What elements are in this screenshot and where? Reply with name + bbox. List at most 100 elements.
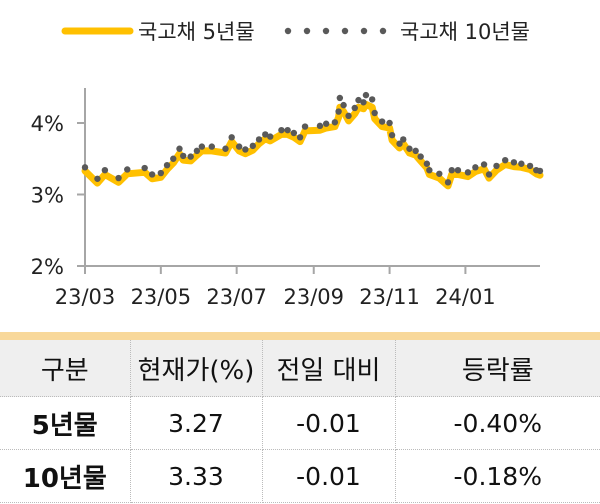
series-point-10y xyxy=(518,160,525,167)
x-tick-label: 23/07 xyxy=(206,285,267,309)
table-row: 10년물 3.33 -0.01 -0.18% xyxy=(0,449,600,503)
series-point-10y xyxy=(163,161,171,169)
header-rate: 등락률 xyxy=(395,340,600,397)
series-point-10y xyxy=(355,96,362,104)
series-point-10y xyxy=(141,164,148,172)
cell-price: 3.33 xyxy=(130,449,263,503)
series-point-10y xyxy=(296,134,304,141)
series-point-10y xyxy=(444,179,452,186)
series-point-10y xyxy=(170,155,177,162)
row-label: 10년물 xyxy=(0,449,131,503)
legend-swatch-10y xyxy=(284,27,387,35)
table-header-row: 구분 현재가(%) 전일 대비 등락률 xyxy=(0,340,600,397)
series-point-10y xyxy=(493,162,500,170)
series-point-10y xyxy=(336,94,344,102)
series-point-10y xyxy=(426,166,433,174)
series-point-10y xyxy=(301,123,309,130)
series-point-10y xyxy=(316,122,324,130)
series-point-10y xyxy=(536,167,544,175)
series-point-10y xyxy=(267,133,274,140)
series-point-10y xyxy=(335,108,342,115)
series-point-10y xyxy=(94,175,101,182)
series-point-10y xyxy=(371,109,378,117)
series-point-10y xyxy=(472,164,479,171)
cell-price: 3.27 xyxy=(130,396,263,450)
legend-label-5y: 국고채 5년물 xyxy=(138,20,255,44)
series-point-10y xyxy=(290,129,298,137)
series-point-10y xyxy=(485,171,493,178)
series-point-10y xyxy=(322,120,330,127)
series-point-10y xyxy=(360,99,367,106)
legend-dot xyxy=(341,27,349,35)
series-point-10y xyxy=(208,143,216,150)
y-tick-label: 4% xyxy=(31,112,64,136)
series-point-10y xyxy=(526,162,534,170)
series-point-10y xyxy=(412,147,419,155)
legend-label-10y: 국고채 10년물 xyxy=(400,20,530,44)
x-tick-label: 23/05 xyxy=(131,285,192,309)
x-tick-label: 23/11 xyxy=(359,285,420,309)
series-point-10y xyxy=(396,140,403,147)
series-point-10y xyxy=(235,143,243,150)
series-point-10y xyxy=(284,126,291,134)
series-point-10y xyxy=(400,136,407,143)
header-change: 전일 대비 xyxy=(262,340,396,397)
series-point-10y xyxy=(368,96,376,103)
table-accent-bar xyxy=(0,332,600,340)
series-point-10y xyxy=(378,118,386,125)
legend: 국고채 5년물 국고채 10년물 xyxy=(61,20,530,44)
cell-rate: -0.18% xyxy=(395,449,600,503)
series-point-10y xyxy=(198,143,206,150)
cell-change: -0.01 xyxy=(262,449,396,503)
series-point-10y xyxy=(148,171,156,178)
series-point-10y xyxy=(255,136,263,143)
plot-area xyxy=(81,91,544,190)
series-point-10y xyxy=(180,152,187,160)
legend-dot xyxy=(284,27,292,35)
series-point-10y xyxy=(501,156,509,164)
series-point-10y xyxy=(193,147,201,155)
x-tick-label: 24/01 xyxy=(435,285,496,309)
series-point-10y xyxy=(222,145,229,152)
cell-change: -0.01 xyxy=(262,396,396,450)
table-row: 5년물 3.27 -0.01 -0.40% xyxy=(0,396,600,450)
series-point-10y xyxy=(81,164,89,171)
series-point-10y xyxy=(249,142,257,150)
series-point-10y xyxy=(262,131,269,138)
series-point-10y xyxy=(278,126,285,134)
series-point-10y xyxy=(386,119,393,127)
series-point-10y xyxy=(510,159,518,166)
series-point-10y xyxy=(176,145,183,152)
row-label: 5년물 xyxy=(0,396,131,450)
series-point-10y xyxy=(448,166,455,174)
legend-dot xyxy=(360,27,368,35)
series-point-10y xyxy=(187,153,194,160)
series-point-10y xyxy=(228,134,235,141)
series-point-10y xyxy=(464,169,472,176)
series-point-10y xyxy=(480,161,488,168)
series-point-10y xyxy=(242,146,249,153)
header-category: 구분 xyxy=(0,340,131,397)
y-tick-label: 3% xyxy=(31,184,64,208)
series-point-10y xyxy=(101,166,109,174)
series-point-10y xyxy=(345,112,352,120)
cell-rate: -0.40% xyxy=(395,396,600,450)
series-point-10y xyxy=(388,131,396,139)
x-tick-label: 23/03 xyxy=(55,285,116,309)
series-point-10y xyxy=(406,145,413,152)
bond-yield-chart: 국고채 5년물 국고채 10년물 2% 3% 4% 23/03 23/05 23/07 23… xyxy=(31,20,544,309)
legend-dot xyxy=(303,27,311,35)
series-point-10y xyxy=(124,166,131,173)
series-line-5y xyxy=(81,100,544,190)
header-price: 현재가(%) xyxy=(130,340,263,397)
legend-dot xyxy=(322,27,330,35)
series-point-10y xyxy=(115,174,122,182)
series-point-10y xyxy=(340,101,347,109)
series-point-10y xyxy=(331,119,339,126)
yield-table: 구분 현재가(%) 전일 대비 등락률 5년물 3.27 -0.01 -0.40… xyxy=(0,340,600,503)
series-point-10y xyxy=(417,153,424,160)
axes: 2% 3% 4% 23/03 23/05 23/07 23/09 23/11 24/01 xyxy=(31,88,540,309)
series-point-10y xyxy=(157,169,165,177)
series-point-10y xyxy=(351,104,358,112)
x-tick-label: 23/09 xyxy=(283,285,344,309)
